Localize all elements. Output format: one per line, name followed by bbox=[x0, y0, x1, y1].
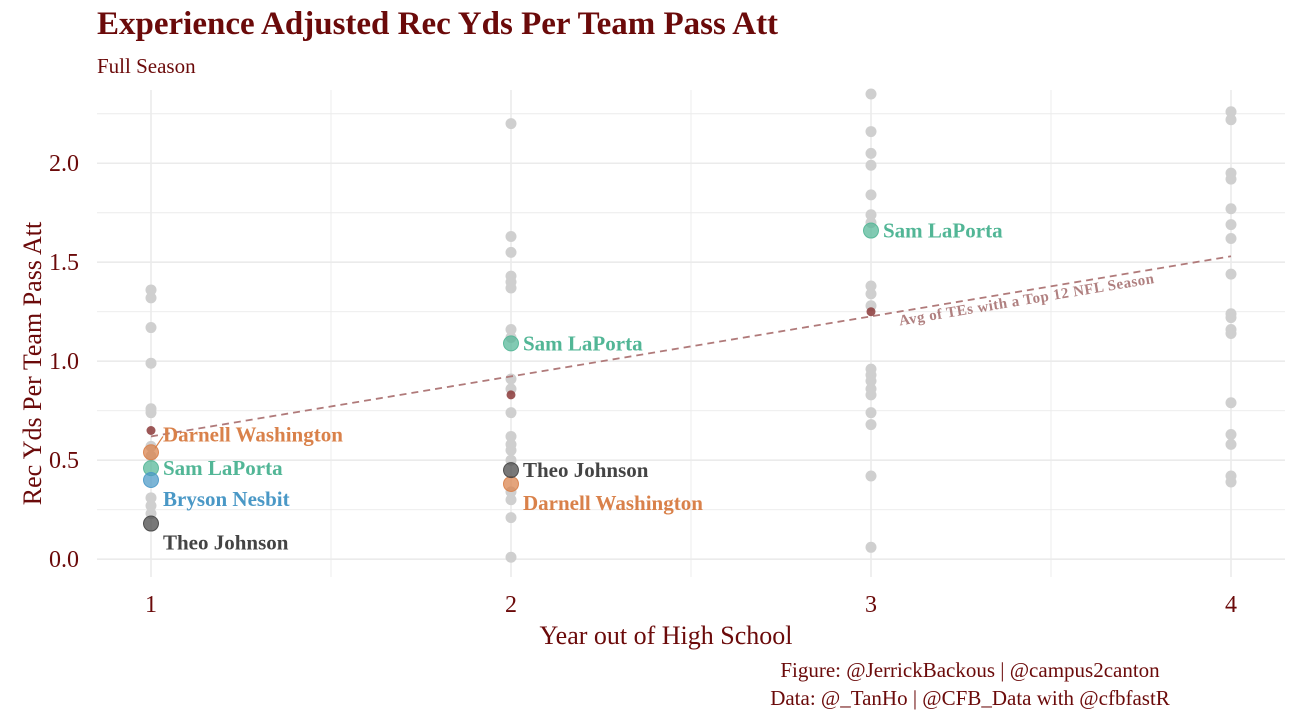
point-label: Darnell Washington bbox=[163, 422, 343, 446]
chart-subtitle: Full Season bbox=[97, 54, 196, 78]
background-point bbox=[505, 282, 517, 294]
background-point bbox=[1225, 328, 1237, 339]
background-point bbox=[505, 407, 517, 419]
y-axis-title: Rec Yds Per Team Pass Att bbox=[18, 221, 47, 505]
background-point bbox=[145, 500, 157, 512]
background-point bbox=[1225, 438, 1237, 450]
background-point bbox=[865, 288, 877, 300]
highlighted-point bbox=[863, 222, 879, 239]
x-tick-label: 2 bbox=[505, 592, 517, 618]
background-point bbox=[865, 419, 877, 431]
background-point bbox=[865, 541, 877, 553]
background-point bbox=[865, 470, 877, 482]
background-point bbox=[145, 292, 157, 304]
background-point bbox=[865, 189, 877, 201]
caption-figure-credit: Figure: @JerrickBackous | @campus2canton bbox=[780, 658, 1160, 682]
background-point bbox=[1225, 268, 1237, 280]
background-point bbox=[505, 551, 517, 563]
highlighted-point bbox=[143, 515, 159, 532]
background-point bbox=[1225, 232, 1237, 244]
background-point bbox=[505, 230, 517, 242]
point-label: Sam LaPorta bbox=[883, 219, 1003, 243]
highlighted-point bbox=[143, 444, 159, 461]
y-tick-label: 1.0 bbox=[49, 349, 79, 375]
background-point bbox=[505, 373, 517, 385]
background-point bbox=[1225, 219, 1237, 231]
background-point bbox=[865, 375, 877, 387]
background-point bbox=[145, 322, 157, 334]
y-tick-label: 0.5 bbox=[49, 448, 79, 474]
background-point bbox=[1225, 312, 1237, 324]
background-point bbox=[865, 407, 877, 419]
background-point bbox=[865, 159, 877, 171]
background-point bbox=[1225, 106, 1237, 118]
background-point bbox=[505, 430, 517, 442]
chart-title: Experience Adjusted Rec Yds Per Team Pas… bbox=[97, 6, 779, 42]
caption-data-credit: Data: @_TanHo | @CFB_Data with @cfbfastR bbox=[770, 686, 1170, 710]
trend-line-label: Avg of TEs with a Top 12 NFL Season bbox=[898, 271, 1156, 329]
background-point bbox=[865, 280, 877, 292]
background-point bbox=[505, 494, 517, 506]
x-axis-title: Year out of High School bbox=[539, 621, 792, 650]
background-point bbox=[1225, 114, 1237, 126]
background-point bbox=[865, 88, 877, 100]
y-tick-label: 1.5 bbox=[49, 250, 79, 276]
point-label: Theo Johnson bbox=[523, 458, 649, 482]
average-points bbox=[146, 307, 876, 449]
highlighted-points bbox=[143, 222, 879, 532]
background-point bbox=[1225, 203, 1237, 215]
highlighted-point bbox=[143, 471, 159, 488]
highlighted-point bbox=[503, 462, 519, 479]
average-point bbox=[506, 390, 516, 400]
background-point bbox=[505, 118, 517, 130]
background-points bbox=[145, 88, 1237, 563]
point-label: Darnell Washington bbox=[523, 491, 703, 515]
background-point bbox=[145, 407, 157, 419]
x-tick-label: 4 bbox=[1225, 592, 1237, 618]
background-point bbox=[1225, 428, 1237, 440]
point-label: Theo Johnson bbox=[163, 531, 289, 555]
background-point bbox=[505, 246, 517, 258]
background-point bbox=[505, 512, 517, 524]
highlighted-point bbox=[503, 475, 519, 492]
point-label: Sam LaPorta bbox=[163, 456, 283, 480]
background-point bbox=[1225, 397, 1237, 409]
x-tick-label: 3 bbox=[865, 592, 877, 618]
background-point bbox=[865, 389, 877, 401]
background-point bbox=[145, 492, 157, 504]
background-point bbox=[865, 209, 877, 221]
axis-ticks: 1 2 3 4 0.0 0.5 1.0 1.5 2.0 bbox=[49, 151, 1237, 618]
point-label: Sam LaPorta bbox=[523, 331, 643, 355]
x-tick-label: 1 bbox=[145, 592, 157, 618]
label-connector bbox=[154, 436, 164, 449]
point-label: Bryson Nesbit bbox=[163, 487, 290, 511]
highlighted-point bbox=[503, 335, 519, 352]
caption: Figure: @JerrickBackous | @campus2canton… bbox=[700, 656, 1240, 712]
y-tick-label: 2.0 bbox=[49, 151, 79, 177]
background-point bbox=[1225, 476, 1237, 488]
average-point bbox=[866, 307, 876, 317]
background-point bbox=[865, 147, 877, 159]
trend-line bbox=[150, 255, 1232, 438]
point-labels: Darnell Washington Sam LaPorta Bryson Nesb… bbox=[163, 219, 1003, 555]
background-point bbox=[505, 444, 517, 456]
y-tick-label: 0.0 bbox=[49, 547, 79, 573]
background-point bbox=[1225, 173, 1237, 185]
background-point bbox=[145, 284, 157, 296]
average-point bbox=[146, 426, 156, 436]
background-point bbox=[145, 357, 157, 369]
background-point bbox=[865, 126, 877, 138]
background-point bbox=[505, 324, 517, 336]
